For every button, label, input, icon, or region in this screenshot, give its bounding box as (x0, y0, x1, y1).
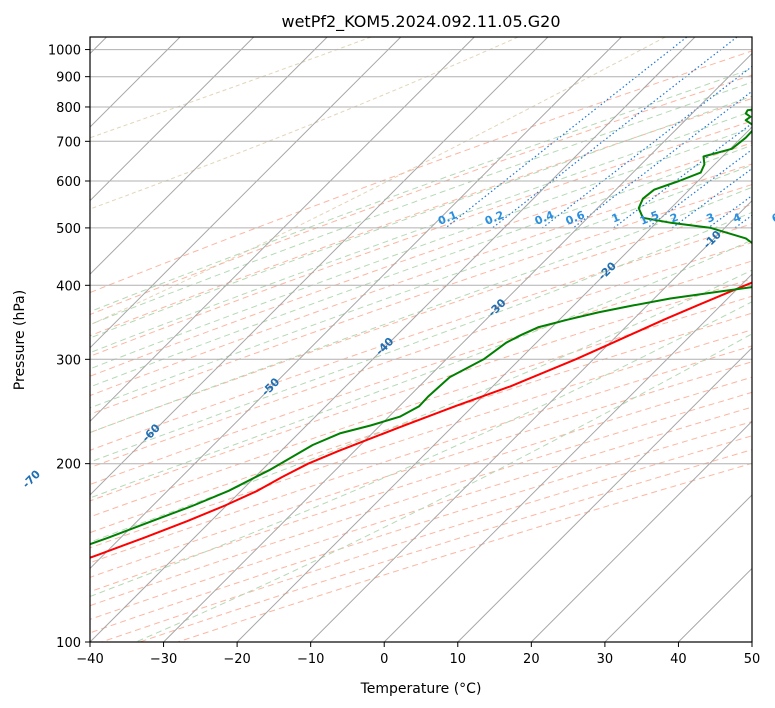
isotherm-line (236, 126, 752, 642)
dry-adiabat (90, 295, 752, 518)
y-tick-label: 500 (56, 222, 81, 237)
x-tick-label: 10 (450, 652, 467, 667)
isotherm-line (90, 37, 549, 496)
y-tick-label: 700 (56, 135, 81, 150)
moist-adiabat (90, 144, 752, 388)
isotherm-line (90, 37, 402, 349)
dry-adiabat (90, 120, 752, 357)
x-tick-label: −30 (150, 652, 177, 667)
moist-adiabat (90, 68, 752, 313)
isotherm-line (163, 52, 752, 642)
moist-adiabat (135, 333, 752, 642)
moist-adiabat (90, 81, 752, 326)
y-tick-label: 400 (56, 279, 81, 294)
dry-adiabat (90, 391, 752, 607)
temperature-profile-line (90, 281, 752, 559)
mixing-ratio-label: 2 (668, 211, 680, 226)
dry-adiabat (90, 345, 752, 564)
y-tick-label: 800 (56, 101, 81, 116)
x-tick-label: 40 (670, 652, 687, 667)
y-axis-title: Pressure (hPa) (12, 290, 28, 390)
x-tick-label: 30 (597, 652, 614, 667)
axes: −40 −30 −20 −10 0 10 20 30 40 50 1000 900 800 700 600 5… (48, 44, 760, 667)
isotherm-line (604, 494, 752, 642)
mixing-ratio-line (445, 37, 688, 229)
x-tick-label: 50 (744, 652, 761, 667)
isotherm-line (90, 37, 255, 202)
x-tick-label: −20 (223, 652, 250, 667)
moist-adiabat (90, 110, 752, 354)
moist-adiabat (90, 126, 752, 370)
plot-area (90, 37, 752, 642)
y-tick-label: 200 (56, 458, 81, 473)
dewpoint-profile-line (90, 108, 752, 546)
isotherm-line (457, 347, 752, 642)
reference-arc (90, 37, 372, 139)
x-tick-label: 20 (523, 652, 540, 667)
reference-arc (90, 37, 519, 210)
x-axis-title: Temperature (°C) (360, 681, 482, 697)
mixing-ratio-label: 1 (610, 211, 622, 226)
isotherm-line (90, 37, 475, 423)
dry-adiabat (90, 260, 752, 486)
moist-adiabat (90, 186, 752, 434)
moist-adiabat (90, 164, 752, 409)
dry-adiabat (90, 376, 752, 593)
isotherm-line (90, 37, 696, 642)
dry-adiabat (90, 312, 752, 534)
chart-title: wetPf2_KOM5.2024.092.11.05.G20 (281, 12, 560, 32)
plot-frame (89, 36, 753, 643)
reference-arc (90, 37, 666, 326)
x-tick-label: −40 (76, 652, 103, 667)
mixing-ratio-line (492, 37, 738, 229)
mixing-ratio-label: 3 (705, 211, 717, 226)
moist-adiabat (90, 95, 752, 339)
isotherm-line (90, 37, 328, 275)
isotherm-line (310, 199, 752, 642)
x-tick-label: −10 (297, 652, 324, 667)
isotherm-line (530, 420, 752, 642)
isotherm-line (383, 273, 752, 642)
y-tick-label: 900 (56, 71, 81, 86)
x-tick-label: 0 (380, 652, 388, 667)
dry-adiabat (90, 142, 752, 377)
y-tick-label: 1000 (48, 44, 81, 59)
isotherm-line (90, 37, 622, 570)
dry-adiabat (90, 163, 752, 397)
y-tick-label: 100 (56, 636, 81, 651)
dry-adiabat (90, 97, 752, 337)
y-tick-label: 300 (56, 353, 81, 368)
mixing-ratio-line (542, 65, 752, 229)
mixing-ratio-label: 6 (770, 210, 775, 225)
y-tick-label: 600 (56, 175, 81, 190)
moist-adiabat (90, 211, 752, 463)
